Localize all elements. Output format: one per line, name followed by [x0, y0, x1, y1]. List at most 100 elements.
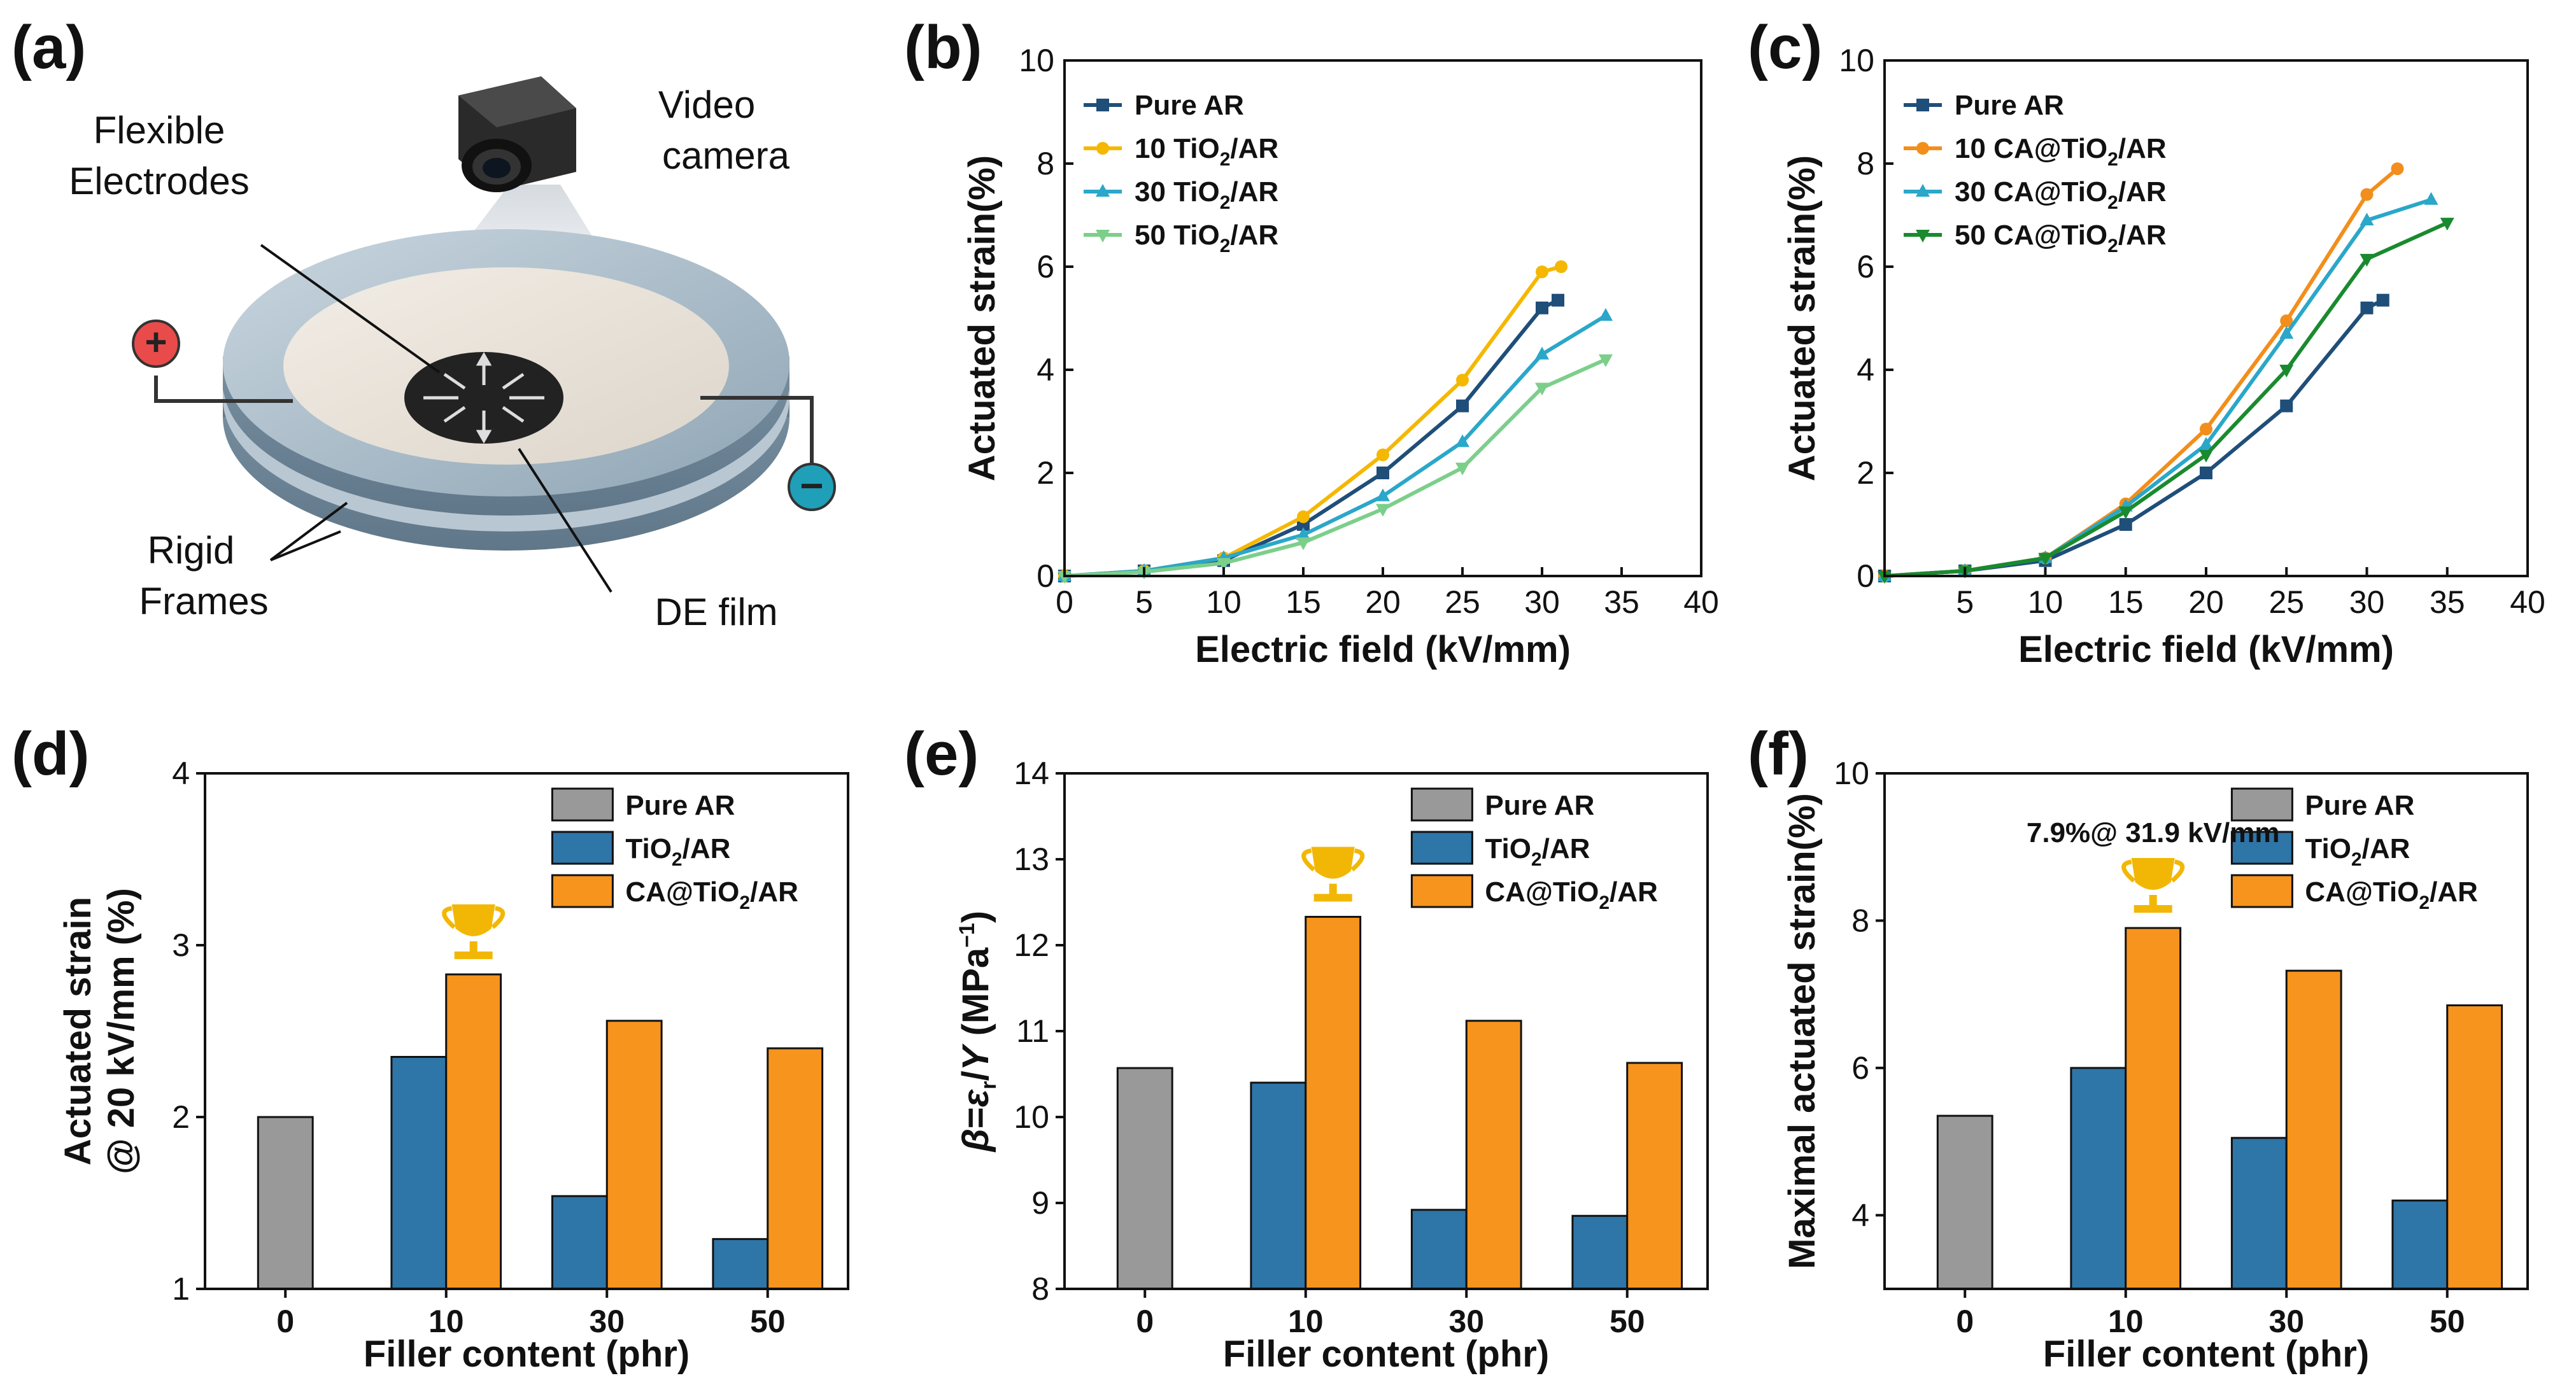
data-point-b-3-5 — [1455, 462, 1469, 475]
series-line-b-3 — [1064, 358, 1607, 578]
bar-f-1-2 — [2230, 1137, 2288, 1290]
x-tick-b-8: 40 — [1683, 584, 1719, 620]
bar-e-2-2 — [1465, 1020, 1522, 1290]
data-point-c-1-5 — [2280, 314, 2293, 328]
y-tick-c-2: 4 — [1857, 352, 1874, 388]
y-tick-b-1: 2 — [1037, 455, 1054, 491]
x-tick-d-2: 30 — [589, 1304, 625, 1339]
data-point-c-0-6 — [2360, 301, 2374, 314]
data-point-b-3-3 — [1296, 537, 1310, 551]
panel-letter-f: (f) — [1748, 720, 1809, 788]
legend-label-b-1: 10 TiO2/AR — [1135, 133, 1278, 170]
x-tick-e-1: 10 — [1288, 1304, 1324, 1339]
bars-f — [1936, 927, 2503, 1290]
series-line-b-0 — [1064, 298, 1559, 578]
legend-entry-d-2: CA@TiO2/AR — [551, 874, 798, 913]
x-tick-b-1: 5 — [1135, 584, 1153, 620]
x-tick-e-0: 0 — [1136, 1304, 1154, 1339]
legend-entry-e-2: CA@TiO2/AR — [1410, 874, 1658, 913]
bar-d-2-2 — [605, 1020, 663, 1290]
x-tick-b-0: 0 — [1056, 584, 1073, 620]
legend-entry-b-1: 10 TiO2/AR — [1084, 133, 1278, 170]
series-c-3 — [1878, 218, 2454, 584]
x-tick-b-2: 10 — [1206, 584, 1242, 620]
y-tick-e-5: 13 — [1014, 841, 1049, 877]
data-point-b-2-5 — [1455, 434, 1469, 447]
x-tick-c-1: 10 — [2028, 584, 2063, 620]
data-point-b-1-6 — [1536, 265, 1548, 279]
bars-e — [1116, 915, 1683, 1290]
bar-f-0-0 — [1936, 1114, 1993, 1290]
bar-f-1-3 — [2391, 1199, 2449, 1290]
legend-label-b-2: 30 TiO2/AR — [1135, 176, 1278, 213]
y-tick-e-4: 12 — [1014, 927, 1049, 963]
legend-entry-f-1: TiO2/AR — [2230, 831, 2410, 870]
bar-e-1-3 — [1571, 1214, 1629, 1290]
data-point-b-2-3 — [1296, 527, 1310, 540]
data-point-b-1-4 — [1376, 448, 1389, 461]
data-point-b-1-5 — [1456, 374, 1469, 387]
data-point-c-1-4 — [2200, 423, 2212, 436]
x-axis-label-b: Electric field (kV/mm) — [1195, 629, 1571, 670]
x-tick-c-7: 40 — [2510, 584, 2545, 620]
data-point-b-3-6 — [1535, 383, 1549, 396]
bar-d-0-0 — [257, 1116, 314, 1290]
legend-label-d-1: TiO2/AR — [625, 833, 730, 870]
chart-e: 0 10 30 50 8 9 10 11 12 13 14 Filler content (phr) β… — [955, 756, 1709, 1375]
legend-label-d-0: Pure AR — [625, 790, 735, 821]
bar-d-1-3 — [712, 1238, 769, 1290]
x-tick-c-0: 5 — [1956, 584, 1974, 620]
data-point-c-3-5 — [2279, 365, 2294, 377]
legend-label-b-3: 50 TiO2/AR — [1135, 220, 1278, 257]
data-point-c-1-6 — [2360, 188, 2374, 201]
series-line-b-2 — [1064, 314, 1607, 578]
series-line-c-2 — [1884, 197, 2432, 578]
panel-letter-b: (b) — [904, 13, 982, 81]
data-point-b-0-5 — [1456, 399, 1469, 412]
y-tick-d-1: 2 — [172, 1099, 190, 1135]
x-tick-b-7: 35 — [1604, 584, 1639, 620]
bar-d-1-2 — [551, 1195, 608, 1290]
y-tick-e-3: 11 — [1016, 1013, 1049, 1049]
bar-f-2-1 — [2125, 927, 2182, 1290]
bar-f-2-3 — [2446, 1004, 2503, 1290]
data-point-c-1-7 — [2391, 162, 2404, 176]
series-b-1 — [1058, 260, 1568, 582]
panel-letter-c: (c) — [1748, 13, 1823, 81]
legend-entry-d-1: TiO2/AR — [551, 831, 730, 870]
x-tick-e-2: 30 — [1448, 1304, 1484, 1339]
bar-f-2-2 — [2285, 969, 2342, 1290]
data-point-c-2-4 — [2199, 437, 2213, 450]
y-tick-f-2: 8 — [1851, 903, 1869, 938]
legend-label-c-2: 30 CA@TiO2/AR — [1955, 176, 2167, 213]
data-point-c-0-3 — [2119, 518, 2132, 531]
x-tick-f-0: 0 — [1956, 1304, 1974, 1339]
data-point-b-0-4 — [1376, 467, 1389, 479]
data-point-b-1-7 — [1555, 260, 1568, 273]
legend-entry-b-3: 50 TiO2/AR — [1084, 220, 1278, 257]
y-tick-c-3: 6 — [1857, 249, 1874, 285]
data-point-c-3-7 — [2440, 218, 2454, 231]
legend-entry-e-0: Pure AR — [1410, 787, 1594, 822]
x-tick-b-4: 20 — [1365, 584, 1401, 620]
legend-marker-c-3 — [1916, 230, 1930, 243]
legend-label-f-2: CA@TiO2/AR — [2305, 876, 2477, 913]
trophy-icon-d — [442, 904, 506, 959]
y-tick-b-3: 6 — [1037, 249, 1054, 285]
bars-d — [257, 973, 824, 1290]
negative-terminal — [788, 463, 836, 511]
video-camera-icon — [458, 76, 576, 192]
label-video: Video — [658, 83, 755, 126]
x-tick-d-1: 10 — [428, 1304, 464, 1339]
series-b-2 — [1058, 307, 1613, 581]
legend-entry-f-0: Pure AR — [2230, 787, 2414, 822]
x-tick-c-6: 35 — [2430, 584, 2465, 620]
legend-label-c-1: 10 CA@TiO2/AR — [1955, 133, 2167, 170]
bar-d-1-1 — [390, 1056, 448, 1290]
bar-e-2-3 — [1626, 1062, 1683, 1290]
x-axis-label-f: Filler content (phr) — [2043, 1333, 2369, 1375]
positive-terminal — [132, 320, 180, 368]
legend-entry-f-2: CA@TiO2/AR — [2230, 874, 2478, 913]
x-tick-b-6: 30 — [1524, 584, 1560, 620]
